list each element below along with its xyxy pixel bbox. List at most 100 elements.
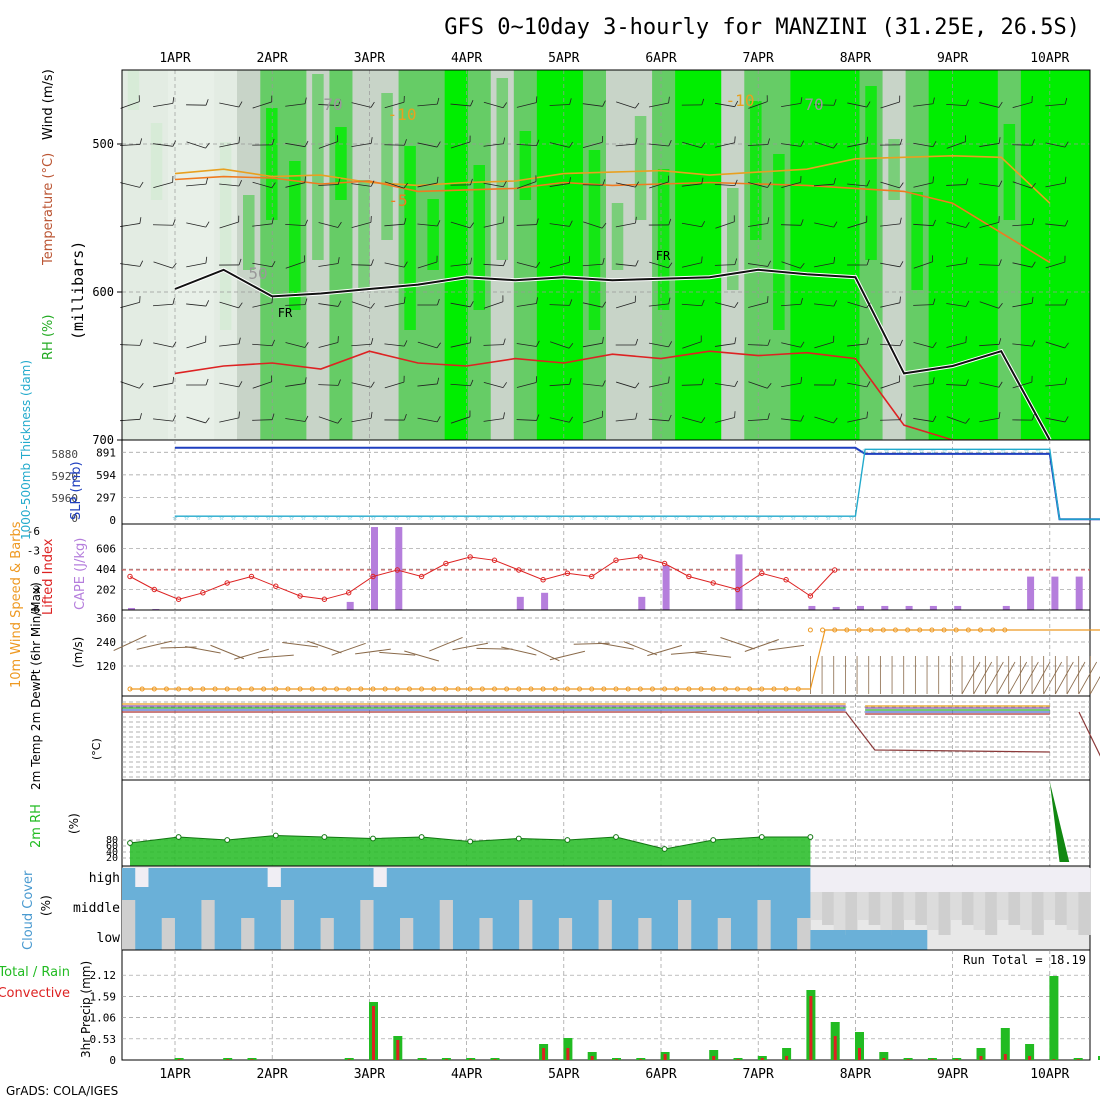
wind-point bbox=[249, 686, 254, 692]
wind-barb bbox=[252, 296, 273, 308]
surface-barb bbox=[476, 647, 513, 650]
cloud-high bbox=[996, 868, 1009, 892]
barb-flag bbox=[1064, 298, 1068, 306]
barb-flag bbox=[304, 342, 309, 348]
wind-barb bbox=[748, 381, 772, 389]
precip-total-bar bbox=[1073, 1058, 1083, 1060]
barb-shaft bbox=[285, 304, 306, 306]
precip-convective-bar bbox=[1052, 1059, 1056, 1060]
cloud-middle bbox=[717, 887, 732, 918]
surface-barb bbox=[670, 650, 707, 655]
thickness-marker: ☆ bbox=[965, 446, 971, 456]
thickness-marker: ☆ bbox=[744, 513, 750, 523]
wind-barb bbox=[880, 181, 904, 189]
wind-barb bbox=[946, 257, 968, 267]
cloud-middle bbox=[744, 887, 758, 918]
barb-shaft bbox=[219, 102, 239, 108]
rh-blob bbox=[703, 135, 716, 200]
barb-shaft bbox=[549, 262, 570, 268]
precip-convective-bar bbox=[639, 1059, 643, 1060]
thickness-marker: ☆ bbox=[371, 513, 377, 523]
barb-flag bbox=[701, 378, 704, 385]
wind-point bbox=[1002, 627, 1008, 633]
cloud-high bbox=[360, 868, 374, 880]
barb-flag bbox=[932, 377, 935, 384]
barb-shaft bbox=[549, 417, 570, 423]
temp-ylabel: 2m Temp 2m DewPt (6hr Min/Max) bbox=[29, 582, 43, 790]
cloud-high bbox=[347, 868, 361, 887]
cloud-high bbox=[744, 868, 758, 887]
cape-bar bbox=[808, 605, 816, 610]
cloud-low bbox=[770, 918, 785, 950]
barb-flag bbox=[370, 338, 374, 345]
wind-barb bbox=[153, 376, 175, 388]
barb-flag bbox=[403, 375, 405, 383]
cloud-middle bbox=[585, 887, 599, 918]
wind-barb bbox=[450, 135, 471, 149]
barb-flag bbox=[370, 137, 373, 144]
barb-flag bbox=[833, 335, 835, 343]
wind-barb bbox=[714, 258, 738, 266]
rh2m-point bbox=[370, 835, 376, 842]
rh-blob bbox=[266, 108, 278, 220]
cloud-middle bbox=[519, 880, 533, 900]
barb-flag bbox=[470, 99, 474, 107]
thickness-marker: ☆ bbox=[394, 513, 400, 523]
surface-wind-barbs bbox=[113, 634, 1100, 695]
wind-point bbox=[552, 686, 558, 692]
wind-barb bbox=[648, 376, 670, 388]
barb-flag bbox=[568, 342, 574, 349]
barb-flag bbox=[734, 302, 739, 308]
wind-barb bbox=[219, 411, 240, 423]
wind-point bbox=[346, 686, 352, 692]
barb-shaft bbox=[417, 103, 438, 107]
cloud-middle bbox=[426, 887, 441, 918]
cloud-middle bbox=[625, 880, 639, 900]
cape-bar bbox=[662, 565, 670, 610]
wind-barb bbox=[483, 180, 507, 188]
rh-fill-layer bbox=[122, 70, 1091, 440]
barb-shaft bbox=[517, 181, 537, 189]
dewpoint-trace bbox=[1078, 711, 1100, 757]
surface-barb bbox=[404, 650, 440, 662]
barb-flag bbox=[569, 220, 573, 227]
barb-shaft bbox=[285, 342, 305, 348]
rh-dry-region bbox=[122, 70, 237, 440]
barb-shaft bbox=[119, 144, 141, 146]
precip-convective-bar bbox=[930, 1059, 934, 1060]
barb-flag bbox=[602, 100, 606, 107]
wind-barb bbox=[583, 221, 607, 229]
thickness-marker: ☆ bbox=[196, 513, 202, 523]
cloud-middle bbox=[320, 887, 335, 918]
barb-flag bbox=[238, 101, 243, 108]
wind-barb bbox=[219, 101, 243, 108]
barb-flag bbox=[866, 101, 871, 108]
barb-shaft bbox=[682, 141, 702, 149]
cloud-high bbox=[678, 868, 692, 880]
wind-barb bbox=[351, 216, 372, 229]
rh2m-point bbox=[321, 834, 328, 840]
wind-barb bbox=[1045, 141, 1069, 148]
wind-barb bbox=[219, 381, 243, 388]
wind-barb bbox=[946, 336, 967, 348]
barb-flag bbox=[932, 176, 934, 183]
cloud-low bbox=[214, 918, 229, 950]
wind-point bbox=[285, 686, 291, 692]
barb-flag bbox=[370, 180, 375, 187]
cloud-high bbox=[452, 868, 467, 887]
cloud-low bbox=[532, 918, 547, 950]
cloud-high bbox=[783, 868, 798, 880]
cloud-middle bbox=[730, 880, 745, 900]
wind-barb bbox=[318, 300, 342, 307]
precip-convective-bar bbox=[809, 996, 813, 1060]
thickness-marker: ☆ bbox=[452, 513, 458, 523]
cape-bar bbox=[516, 596, 524, 610]
barb-flag bbox=[1031, 261, 1036, 268]
cloud-low bbox=[505, 918, 520, 950]
cape-bar bbox=[1027, 576, 1035, 610]
precip-panel: 2.12 1.59 1.06 0.53 0 Run Total = 18.19 Tota… bbox=[0, 949, 1100, 1067]
cloud-middle bbox=[452, 887, 467, 918]
thickness-marker: ☆ bbox=[476, 513, 482, 523]
barb-shaft bbox=[682, 341, 702, 349]
temp-yunit: (°C) bbox=[90, 738, 103, 760]
